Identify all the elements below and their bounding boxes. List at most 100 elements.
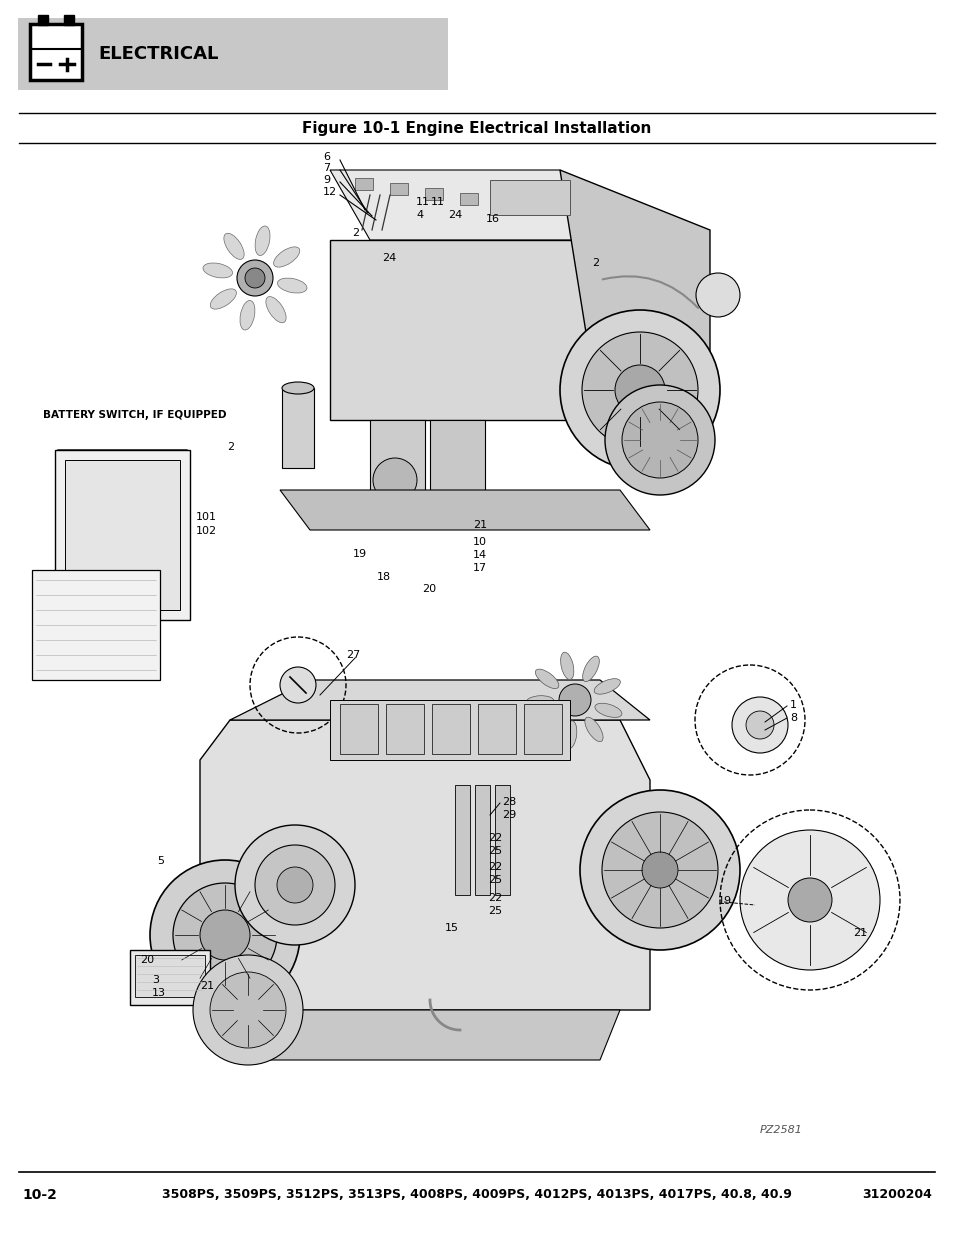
Text: 21: 21 — [852, 927, 866, 939]
Bar — [495, 198, 513, 210]
Bar — [18, 19, 448, 90]
Circle shape — [373, 458, 416, 501]
Circle shape — [696, 273, 740, 317]
Text: 3508PS, 3509PS, 3512PS, 3513PS, 4008PS, 4009PS, 4012PS, 4013PS, 4017PS, 40.8, 40: 3508PS, 3509PS, 3512PS, 3513PS, 4008PS, … — [162, 1188, 791, 1202]
Bar — [490, 180, 569, 215]
Polygon shape — [32, 571, 160, 680]
Bar — [455, 785, 470, 895]
Ellipse shape — [537, 714, 559, 735]
Circle shape — [621, 403, 698, 478]
Text: BATTERY SWITCH, IF EQUIPPED: BATTERY SWITCH, IF EQUIPPED — [43, 410, 226, 420]
Circle shape — [193, 955, 303, 1065]
Polygon shape — [559, 170, 709, 420]
Ellipse shape — [595, 703, 621, 718]
Bar — [330, 700, 569, 760]
Ellipse shape — [240, 300, 254, 330]
Circle shape — [745, 711, 773, 739]
Text: 20: 20 — [140, 955, 154, 965]
Bar — [355, 178, 373, 190]
Text: 13: 13 — [152, 988, 166, 998]
Ellipse shape — [584, 718, 602, 742]
Bar — [30, 23, 82, 80]
Ellipse shape — [210, 289, 236, 309]
Text: 29: 29 — [501, 810, 516, 820]
Circle shape — [604, 385, 714, 495]
Text: 11: 11 — [416, 198, 430, 207]
Circle shape — [210, 972, 286, 1049]
Bar — [282, 388, 314, 468]
Bar — [477, 704, 516, 755]
Text: 7: 7 — [323, 163, 330, 173]
Circle shape — [579, 790, 740, 950]
Bar — [386, 704, 423, 755]
Ellipse shape — [282, 382, 314, 394]
Circle shape — [234, 825, 355, 945]
Ellipse shape — [254, 226, 270, 256]
Ellipse shape — [564, 721, 577, 748]
Bar — [135, 955, 205, 997]
Polygon shape — [55, 450, 190, 620]
Ellipse shape — [560, 652, 574, 679]
Circle shape — [601, 811, 718, 927]
Text: 31200204: 31200204 — [862, 1188, 931, 1202]
Circle shape — [787, 878, 831, 923]
Bar — [459, 193, 477, 205]
Text: 4: 4 — [416, 210, 423, 220]
Text: 101: 101 — [195, 513, 216, 522]
Bar — [370, 420, 424, 495]
Circle shape — [200, 910, 250, 960]
Bar — [64, 15, 74, 25]
Bar — [475, 785, 490, 895]
Text: 12: 12 — [323, 186, 336, 198]
Ellipse shape — [203, 263, 233, 278]
Circle shape — [558, 684, 590, 716]
Text: 21: 21 — [200, 981, 213, 990]
Bar — [430, 420, 484, 495]
Text: 102: 102 — [195, 526, 217, 536]
Bar — [424, 188, 442, 200]
Text: 6: 6 — [323, 152, 330, 162]
Ellipse shape — [277, 278, 307, 293]
Ellipse shape — [224, 233, 244, 259]
Text: 27: 27 — [346, 650, 360, 659]
Circle shape — [276, 867, 313, 903]
Text: 22: 22 — [488, 893, 501, 903]
Circle shape — [280, 667, 315, 703]
Circle shape — [581, 332, 698, 448]
Circle shape — [150, 860, 299, 1010]
Bar — [130, 950, 210, 1005]
Bar — [495, 785, 510, 895]
Text: 11: 11 — [431, 198, 444, 207]
Text: 10: 10 — [473, 537, 486, 547]
Bar — [339, 704, 377, 755]
Bar — [523, 704, 561, 755]
Polygon shape — [230, 680, 649, 720]
Text: 24: 24 — [448, 210, 462, 220]
Ellipse shape — [582, 656, 598, 682]
Ellipse shape — [274, 247, 299, 267]
Text: 14: 14 — [473, 550, 487, 559]
Polygon shape — [330, 240, 599, 420]
Text: 1: 1 — [789, 700, 796, 710]
Circle shape — [559, 310, 720, 471]
Polygon shape — [200, 720, 649, 1010]
Circle shape — [254, 845, 335, 925]
Text: 25: 25 — [488, 906, 501, 916]
Text: 2: 2 — [352, 228, 358, 238]
Circle shape — [641, 852, 678, 888]
Text: 28: 28 — [501, 797, 516, 806]
Ellipse shape — [227, 773, 282, 798]
Text: ELECTRICAL: ELECTRICAL — [98, 44, 218, 63]
Polygon shape — [250, 1010, 619, 1060]
Text: 22: 22 — [488, 862, 501, 872]
Text: 16: 16 — [485, 214, 499, 224]
Text: 25: 25 — [488, 876, 501, 885]
Text: 21: 21 — [473, 520, 487, 530]
Text: 5: 5 — [157, 856, 164, 866]
Polygon shape — [225, 745, 310, 800]
Text: 25: 25 — [488, 846, 501, 856]
Bar — [38, 15, 48, 25]
Bar — [390, 183, 408, 195]
Text: 2: 2 — [227, 442, 233, 452]
Text: 19: 19 — [718, 897, 731, 906]
